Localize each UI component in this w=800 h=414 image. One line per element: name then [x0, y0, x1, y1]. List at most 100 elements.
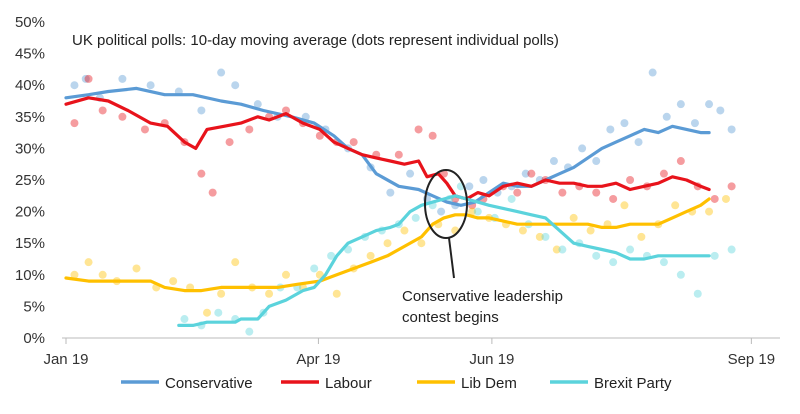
- y-tick-label: 0%: [23, 330, 45, 347]
- lib-dem-poll-dot: [705, 207, 714, 216]
- brexit-party-poll-dot: [180, 315, 189, 324]
- x-tick-label: Sep 19: [728, 351, 776, 368]
- lib-dem-poll-dot: [281, 270, 290, 279]
- labour-poll-dot: [710, 194, 719, 203]
- conservative-poll-dot: [521, 169, 530, 178]
- lib-dem-poll-dot: [586, 226, 595, 235]
- lib-dem-poll-dot: [400, 226, 409, 235]
- conservative-poll-dot: [118, 74, 127, 83]
- brexit-party-poll-dot: [327, 251, 336, 260]
- annotation-pointer: [448, 237, 455, 279]
- brexit-party-legend-label: Brexit Party: [594, 375, 672, 392]
- conservative-legend-label: Conservative: [165, 375, 253, 392]
- y-tick-label: 45%: [15, 46, 45, 63]
- x-tick-label: Apr 19: [296, 351, 340, 368]
- lib-dem-poll-dot: [721, 194, 730, 203]
- brexit-party-poll-dot: [541, 232, 550, 241]
- labour-poll-dot: [98, 106, 107, 115]
- brexit-party-poll-dot: [411, 213, 420, 222]
- conservative-poll-dot: [578, 144, 587, 153]
- conservative-poll-dot: [70, 81, 79, 90]
- conservative-poll-dot: [716, 106, 725, 115]
- brexit-party-line: [177, 194, 711, 327]
- brexit-party-poll-dot: [626, 245, 635, 254]
- labour-poll-dot: [281, 106, 290, 115]
- lib-dem-poll-dot: [518, 226, 527, 235]
- y-tick-label: 25%: [15, 172, 45, 189]
- title-background: [66, 28, 626, 52]
- conservative-poll-dot: [479, 176, 488, 184]
- labour-poll-dot: [428, 131, 437, 140]
- lib-dem-poll-dot: [98, 270, 107, 279]
- labour-poll-dot: [84, 74, 93, 83]
- lib-dem-poll-dot: [468, 207, 477, 216]
- conservative-poll-dot: [648, 68, 657, 77]
- lib-dem-poll-dot: [620, 201, 629, 210]
- labour-poll-dot: [394, 150, 403, 159]
- conservative-poll-dot: [634, 138, 643, 147]
- conservative-poll-dot: [676, 100, 685, 109]
- brexit-party-poll-dot: [473, 207, 482, 216]
- conservative-poll-dot: [620, 119, 629, 128]
- lib-dem-poll-dot: [203, 308, 212, 317]
- lib-dem-line: [64, 197, 711, 293]
- annotation-ellipse: [424, 169, 468, 239]
- conservative-poll-dot: [662, 112, 671, 121]
- labour-line: [64, 96, 711, 201]
- labour-poll-dot: [558, 188, 567, 197]
- labour-poll-dot: [727, 182, 736, 191]
- lib-dem-poll-dot: [366, 251, 375, 260]
- lib-dem-poll-dot: [132, 264, 141, 273]
- labour-poll-dot: [349, 138, 358, 147]
- labour-poll-dot: [414, 125, 423, 134]
- chart-title: UK political polls: 10-day moving averag…: [72, 32, 559, 49]
- lib-dem-poll-dot: [84, 258, 93, 267]
- brexit-party-poll-dot: [659, 258, 668, 267]
- lib-dem-poll-dot: [637, 232, 646, 241]
- x-axis: Jan 19 Apr 19 Jun 19 Sep 19: [43, 338, 775, 368]
- labour-poll-dot: [676, 157, 685, 166]
- y-tick-label: 35%: [15, 109, 45, 126]
- lib-dem-poll-dot: [169, 277, 178, 286]
- conservative-poll-dot: [217, 68, 226, 77]
- conservative-poll-dot: [705, 100, 714, 109]
- brexit-party-poll-dot: [710, 251, 719, 260]
- brexit-party-poll-dot: [592, 251, 601, 260]
- y-tick-label: 20%: [15, 204, 45, 221]
- brexit-party-poll-dot: [727, 245, 736, 254]
- conservative-poll-dot: [406, 169, 415, 178]
- labour-poll-dot: [315, 131, 324, 140]
- labour-poll-dot: [527, 169, 536, 178]
- conservative-poll-dot: [549, 157, 558, 166]
- y-tick-label: 5%: [23, 298, 45, 315]
- lib-dem-poll-dot: [569, 213, 578, 222]
- conservative-poll-dot: [606, 125, 615, 134]
- y-tick-label: 10%: [15, 267, 45, 284]
- labour-poll-dot: [197, 169, 206, 178]
- labour-poll-dot: [140, 125, 149, 134]
- lib-dem-poll-dot: [671, 201, 680, 210]
- conservative-poll-dot: [465, 182, 474, 191]
- y-tick-label: 40%: [15, 77, 45, 94]
- brexit-party-poll-dot: [609, 258, 618, 267]
- conservative-poll-dot: [81, 74, 90, 83]
- labour-poll-dot: [70, 119, 79, 128]
- labour-poll-dot: [208, 188, 217, 197]
- legend: Conservative Labour Lib Dem Brexit Party: [121, 375, 672, 392]
- lib-dem-poll-dot: [552, 245, 561, 254]
- lines-layer: [64, 86, 711, 327]
- lib-dem-poll-dot: [417, 239, 426, 248]
- annotation: Conservative leadership contest begins: [402, 169, 563, 326]
- y-axis: 0% 5% 10% 15% 20% 25% 30% 35% 40% 45% 50%: [15, 14, 45, 347]
- labour-poll-dot: [513, 188, 522, 197]
- labour-poll-dot: [245, 125, 254, 134]
- y-tick-label: 30%: [15, 140, 45, 157]
- lib-dem-poll-dot: [332, 289, 341, 298]
- x-tick-label: Jan 19: [43, 351, 88, 368]
- conservative-poll-dot: [146, 81, 155, 90]
- conservative-poll-dot: [197, 106, 206, 115]
- conservative-poll-dot: [727, 125, 736, 134]
- labour-poll-dot: [659, 169, 668, 178]
